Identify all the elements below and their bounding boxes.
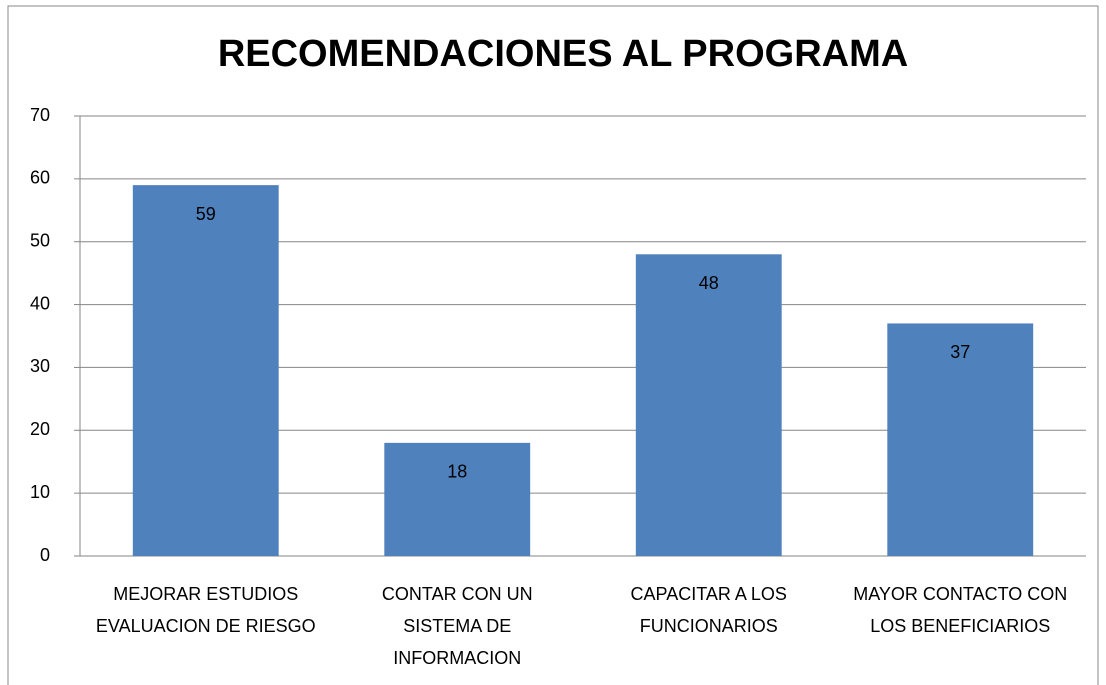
data-label: 48 [699, 273, 719, 293]
x-tick-label: CONTAR CON UN SISTEMA DE INFORMACION [381, 584, 533, 668]
bar [887, 323, 1034, 556]
y-tick-label: 30 [30, 356, 50, 376]
bar [132, 185, 279, 556]
data-label: 18 [447, 462, 467, 482]
y-tick-label: 70 [30, 105, 50, 125]
x-tick-label: CAPACITAR A LOS FUNCIONARIOS [630, 584, 787, 636]
chart-border [7, 5, 1099, 685]
bar [635, 254, 782, 557]
data-label: 37 [950, 342, 970, 362]
y-tick-label: 60 [30, 168, 50, 188]
bar [384, 442, 531, 556]
x-tick-label: MAYOR CONTACTO CON LOS BENEFICIARIOS [853, 584, 1068, 636]
x-tick-label: MEJORAR ESTUDIOS EVALUACION DE RIESGO [95, 584, 316, 636]
y-tick-label: 0 [40, 545, 50, 565]
y-tick-label: 40 [30, 293, 50, 313]
data-label: 59 [196, 204, 216, 224]
chart-title: RECOMENDACIONES AL PROGRAMA [218, 33, 908, 75]
y-tick-label: 50 [30, 230, 50, 250]
y-tick-label: 10 [30, 482, 50, 502]
y-tick-label: 20 [30, 419, 50, 439]
